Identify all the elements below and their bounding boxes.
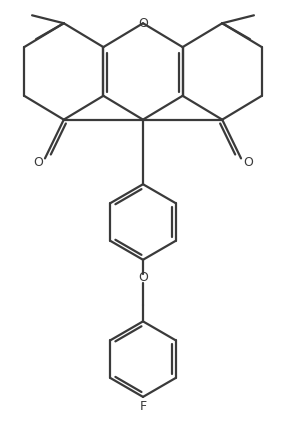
Text: F: F [140,400,146,413]
Text: O: O [243,156,253,169]
Text: O: O [33,156,43,169]
Text: O: O [138,271,148,284]
Text: O: O [138,17,148,30]
